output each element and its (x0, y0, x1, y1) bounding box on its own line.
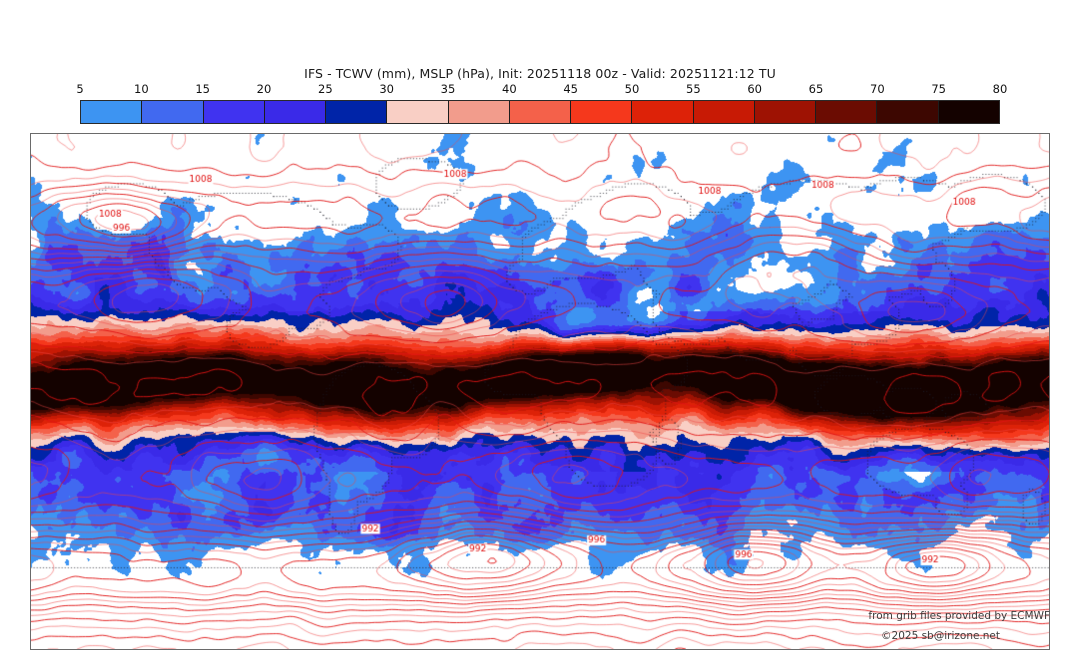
colorbar-band-70-75 (877, 101, 939, 123)
colorbar-tick-35: 35 (440, 82, 456, 96)
colorbar-tick-30: 30 (379, 82, 394, 96)
map-plot-area (30, 133, 1050, 650)
colorbar-band-45-50 (571, 101, 633, 123)
colorbar-band-50-55 (632, 101, 694, 123)
colorbar-tick-25: 25 (318, 82, 333, 96)
colorbar-band-5-10 (81, 101, 143, 123)
colorbar-bands (80, 100, 1000, 124)
colorbar-tick-20: 20 (256, 82, 272, 96)
colorbar-tick-80: 80 (992, 82, 1008, 96)
colorbar-band-10-15 (142, 101, 204, 123)
colorbar-band-55-60 (693, 101, 755, 123)
colorbar-tick-65: 65 (808, 82, 824, 96)
colorbar-band-30-35 (387, 101, 449, 123)
colorbar-band-40-45 (509, 101, 572, 123)
colorbar-band-75-80 (938, 101, 999, 123)
colorbar-tick-45: 45 (563, 82, 578, 96)
data-source-credit: from grib files provided by ECMWF (868, 610, 1050, 622)
colorbar-tick-labels: 5 10 15 20 25 30 35 40 45 50 55 60 65 70 75 80 (76, 82, 1007, 98)
colorbar-band-65-70 (816, 101, 878, 123)
colorbar-tick-75: 75 (931, 82, 946, 96)
colorbar: 5 10 15 20 25 30 35 40 45 50 55 60 65 70 75 80 (76, 82, 1007, 124)
colorbar-band-60-65 (754, 101, 817, 123)
colorbar-band-25-30 (326, 101, 388, 123)
colorbar-tick-40: 40 (502, 82, 517, 96)
page-title: IFS - TCWV (mm), MSLP (hPa), Init: 20251… (304, 66, 776, 81)
copyright-credit: ©2025 sb@irizone.net (881, 630, 1000, 642)
colorbar-tick-50: 50 (624, 82, 640, 96)
tcwv-mslp-map-canvas (31, 134, 1049, 649)
colorbar-tick-10: 10 (134, 82, 149, 96)
colorbar-tick-70: 70 (870, 82, 885, 96)
colorbar-tick-60: 60 (747, 82, 762, 96)
colorbar-band-35-40 (448, 101, 510, 123)
colorbar-band-15-20 (203, 101, 265, 123)
colorbar-tick-5: 5 (76, 82, 84, 96)
colorbar-tick-55: 55 (686, 82, 701, 96)
colorbar-tick-15: 15 (195, 82, 210, 96)
colorbar-band-20-25 (264, 101, 327, 123)
